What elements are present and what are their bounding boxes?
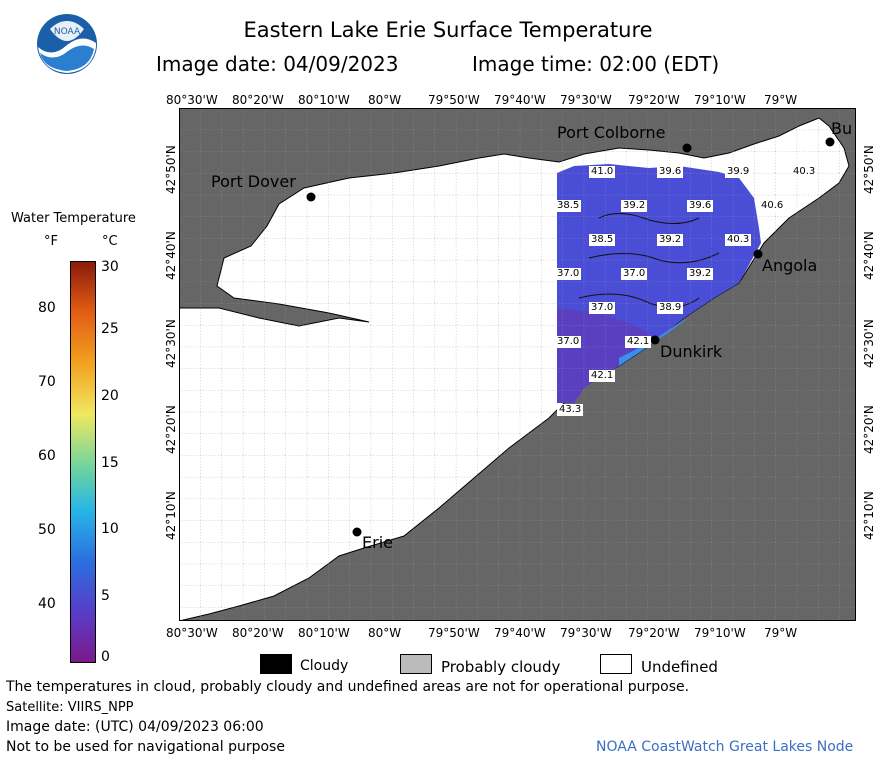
city-buffalo: Bu	[831, 119, 853, 138]
temp-label-t16: 38.9	[657, 302, 684, 314]
port-dover-marker	[306, 192, 316, 202]
c-tick-3: 15	[101, 455, 119, 471]
lat-tick-left-2: 42°30'N	[164, 319, 178, 368]
dunkirk-marker	[650, 335, 660, 345]
temp-label-t20: 43.3	[557, 404, 584, 416]
temp-label-t15: 37.0	[589, 302, 616, 314]
temp-label-t19: 42.1	[589, 370, 616, 382]
lon-tick-top-9: 79°W	[764, 93, 798, 107]
temp-label-t17: 37.0	[555, 336, 582, 348]
temp-label-t2: 39.6	[657, 166, 684, 178]
city-dunkirk: Dunkirk	[660, 342, 723, 361]
temp-label-t13: 37.0	[621, 268, 648, 280]
c-tick-6: 0	[101, 649, 110, 665]
temp-label-t11: 40.3	[725, 234, 752, 246]
c-tick-5: 5	[101, 588, 110, 604]
f-tick-3: 50	[38, 522, 56, 538]
buffalo-marker	[825, 137, 835, 147]
f-tick-4: 40	[38, 596, 56, 612]
lake-map: Port Colborne Port Dover Angola Dunkirk …	[179, 108, 856, 621]
lat-tick-left-1: 42°40'N	[164, 231, 178, 280]
lon-tick-bottom-5: 79°40'W	[494, 626, 546, 640]
f-tick-1: 70	[38, 374, 56, 390]
probably-cloudy-swatch	[400, 654, 432, 674]
lon-tick-top-1: 80°20'W	[232, 93, 284, 107]
lon-tick-bottom-3: 80°W	[368, 626, 402, 640]
lat-tick-right-3: 42°20'N	[862, 405, 876, 454]
temp-label-t14: 39.2	[687, 268, 714, 280]
temp-label-t5: 38.5	[555, 200, 582, 212]
lon-tick-bottom-8: 79°10'W	[694, 626, 746, 640]
lon-tick-top-6: 79°30'W	[560, 93, 612, 107]
c-tick-2: 20	[101, 388, 119, 404]
temp-label-t6: 39.2	[621, 200, 648, 212]
erie-marker	[352, 527, 362, 537]
svg-text:NOAA: NOAA	[54, 27, 81, 37]
lon-tick-bottom-6: 79°30'W	[560, 626, 612, 640]
lat-tick-right-2: 42°30'N	[862, 319, 876, 368]
noaa-logo: NOAA	[36, 13, 98, 75]
cloudy-label: Cloudy	[300, 658, 349, 674]
lon-tick-top-7: 79°20'W	[628, 93, 680, 107]
f-tick-2: 60	[38, 448, 56, 464]
lat-tick-left-4: 42°10'N	[164, 491, 178, 540]
navigation-warning: Not to be used for navigational purpose	[6, 739, 285, 755]
temp-label-t9: 38.5	[589, 234, 616, 246]
disclaimer-text: The temperatures in cloud, probably clou…	[6, 679, 690, 695]
lon-tick-bottom-7: 79°20'W	[628, 626, 680, 640]
temp-label-t7: 39.6	[687, 200, 714, 212]
lon-tick-bottom-9: 79°W	[764, 626, 798, 640]
temp-label-t1: 41.0	[589, 166, 616, 178]
city-angola: Angola	[762, 256, 818, 275]
lat-tick-left-0: 42°50'N	[164, 145, 178, 194]
temp-label-t4: 40.3	[791, 166, 818, 178]
lon-tick-top-0: 80°30'W	[166, 93, 218, 107]
lon-tick-bottom-1: 80°20'W	[232, 626, 284, 640]
probably-cloudy-label: Probably cloudy	[441, 658, 561, 676]
port-colborne-marker	[682, 143, 692, 153]
temp-label-t3: 39.9	[725, 166, 752, 178]
unit-fahrenheit: °F	[44, 234, 58, 249]
cloudy-swatch	[260, 654, 292, 674]
lon-tick-top-3: 80°W	[368, 93, 402, 107]
image-time: Image time: 02:00 (EDT)	[472, 52, 720, 76]
c-tick-1: 25	[101, 321, 119, 337]
temp-label-t12: 37.0	[555, 268, 582, 280]
utc-date-text: Image date: (UTC) 04/09/2023 06:00	[6, 719, 264, 735]
lon-tick-bottom-2: 80°10'W	[298, 626, 350, 640]
image-date: Image date: 04/09/2023	[156, 52, 399, 76]
lon-tick-top-8: 79°10'W	[694, 93, 746, 107]
color-legend-title: Water Temperature	[11, 211, 136, 226]
undefined-label: Undefined	[641, 658, 718, 676]
temp-label-t8: 40.6	[759, 200, 786, 212]
angola-marker	[753, 249, 763, 259]
temp-label-t10: 39.2	[657, 234, 684, 246]
lat-tick-right-4: 42°10'N	[862, 491, 876, 540]
c-tick-0: 30	[101, 259, 119, 275]
f-tick-0: 80	[38, 300, 56, 316]
color-scale-bar	[70, 261, 96, 663]
lon-tick-top-2: 80°10'W	[298, 93, 350, 107]
undefined-swatch	[600, 654, 632, 674]
c-tick-4: 10	[101, 521, 119, 537]
unit-celsius: °C	[102, 234, 118, 249]
city-erie: Erie	[362, 533, 393, 552]
lat-tick-left-3: 42°20'N	[164, 405, 178, 454]
lon-tick-top-4: 79°50'W	[428, 93, 480, 107]
city-port-dover: Port Dover	[211, 172, 296, 191]
credit-text: NOAA CoastWatch Great Lakes Node	[596, 739, 854, 755]
lon-tick-top-5: 79°40'W	[494, 93, 546, 107]
lat-tick-right-0: 42°50'N	[862, 145, 876, 194]
lon-tick-bottom-4: 79°50'W	[428, 626, 480, 640]
lon-tick-bottom-0: 80°30'W	[166, 626, 218, 640]
city-port-colborne: Port Colborne	[557, 123, 666, 142]
lat-tick-right-1: 42°40'N	[862, 231, 876, 280]
temp-label-t18: 42.1	[625, 336, 652, 348]
satellite-text: Satellite: VIIRS_NPP	[6, 700, 134, 715]
map-title: Eastern Lake Erie Surface Temperature	[243, 18, 653, 42]
